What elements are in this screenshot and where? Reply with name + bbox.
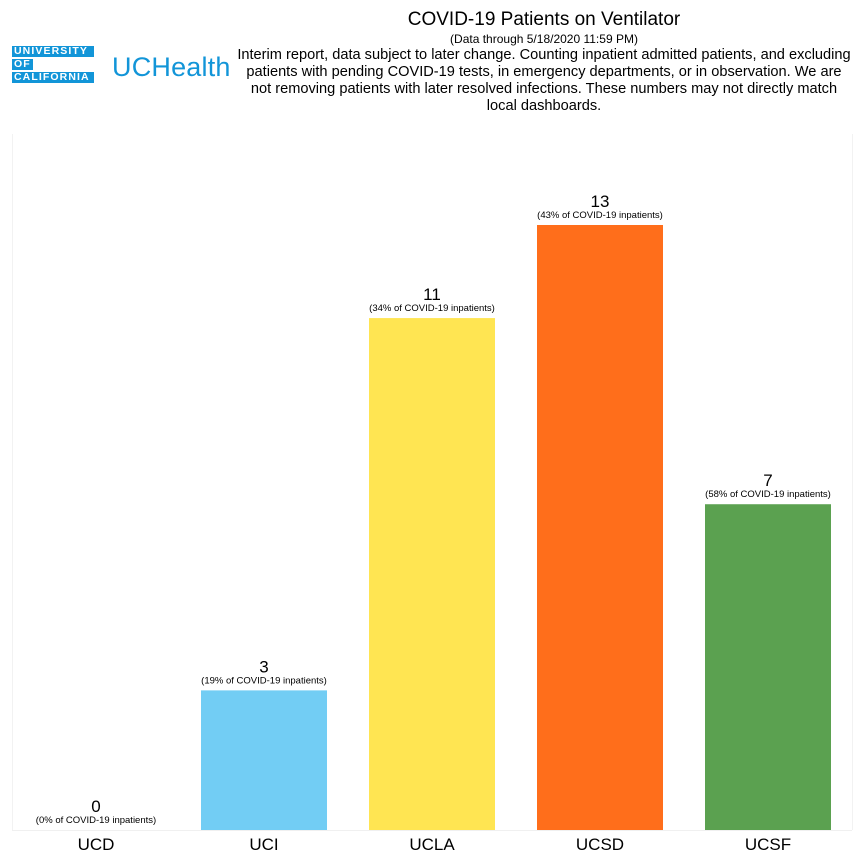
data-label-percent-ucd: (0% of COVID-19 inpatients) bbox=[36, 815, 156, 826]
bar-ucsf bbox=[705, 504, 831, 830]
x-tick-label-ucsf: UCSF bbox=[745, 835, 791, 854]
plot-frame-left bbox=[12, 134, 13, 830]
plot-frame-right bbox=[852, 134, 853, 830]
x-tick-label-ucla: UCLA bbox=[409, 835, 455, 854]
x-tick-label-ucd: UCD bbox=[78, 835, 115, 854]
chart-header: COVID-19 Patients on Ventilator (Data th… bbox=[236, 8, 852, 115]
bar-ucla bbox=[369, 318, 495, 830]
uc-logo: UNIVERSITY OF CALIFORNIA UCHealth bbox=[12, 46, 231, 83]
chart-subtitle: (Data through 5/18/2020 11:59 PM) bbox=[450, 32, 638, 46]
x-tick-label-ucsd: UCSD bbox=[576, 835, 624, 854]
data-label-percent-uci: (19% of COVID-19 inpatients) bbox=[201, 675, 327, 686]
chart-title: COVID-19 Patients on Ventilator bbox=[407, 9, 681, 30]
uchealth-wordmark: UCHealth bbox=[112, 52, 231, 82]
data-label-value-ucd: 0 bbox=[91, 797, 100, 816]
logo-line-of: OF bbox=[12, 58, 33, 70]
data-label-value-ucsd: 13 bbox=[591, 192, 610, 211]
data-label-percent-ucla: (34% of COVID-19 inpatients) bbox=[369, 303, 495, 314]
bar-uci bbox=[201, 690, 327, 830]
data-label-percent-ucsf: (58% of COVID-19 inpatients) bbox=[705, 489, 831, 500]
logo-line-university: UNIVERSITY bbox=[12, 46, 94, 57]
data-label-value-uci: 3 bbox=[259, 657, 268, 676]
bar-ucsd bbox=[537, 225, 663, 830]
data-label-value-ucla: 11 bbox=[423, 285, 441, 304]
data-label-value-ucsf: 7 bbox=[763, 471, 772, 490]
x-tick-label-uci: UCI bbox=[249, 835, 278, 854]
chart-note: Interim report, data subject to later ch… bbox=[237, 47, 851, 114]
logo-line-california: CALIFORNIA bbox=[12, 72, 94, 83]
university-of-california-wordmark: UNIVERSITY OF CALIFORNIA bbox=[12, 46, 94, 83]
data-label-percent-ucsd: (43% of COVID-19 inpatients) bbox=[537, 210, 663, 221]
